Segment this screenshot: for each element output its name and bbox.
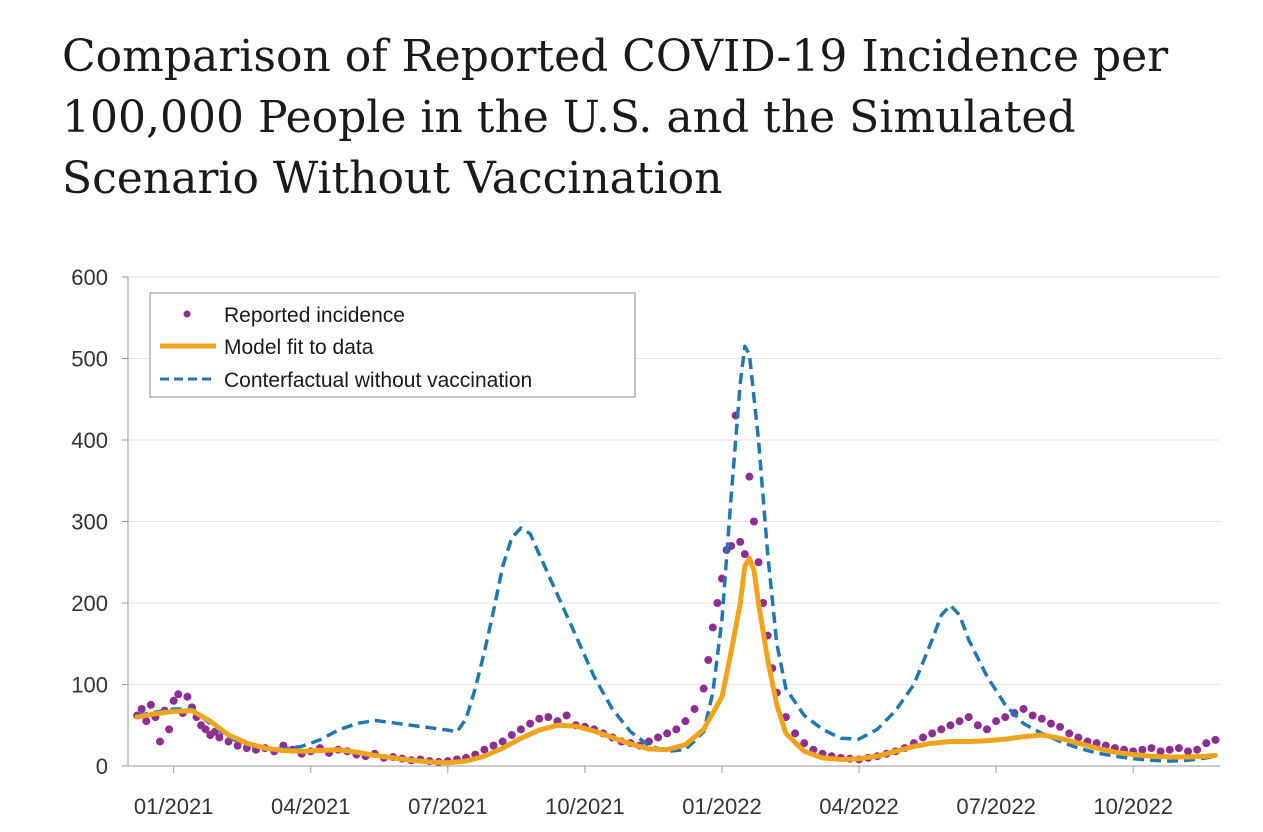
reported-data-point (146, 700, 155, 709)
legend-label-model: Model fit to data (224, 336, 374, 359)
x-tick-label: 10/2021 (545, 794, 625, 819)
legend-dot-icon (183, 310, 191, 318)
y-tick-label: 0 (96, 754, 108, 779)
y-axis: 0 100 200 300 400 500 600 (71, 265, 129, 779)
x-tick-label: 01/2021 (134, 794, 214, 819)
reported-data-point (663, 729, 672, 738)
y-tick-label: 500 (71, 347, 108, 372)
reported-data-point (498, 737, 507, 746)
legend-label-counterfactual: Conterfactual without vaccination (224, 369, 532, 392)
reported-data-point (1056, 722, 1065, 731)
model-series (134, 555, 1218, 766)
reported-data-point (1184, 747, 1193, 756)
reported-dots (133, 411, 1220, 766)
legend-box (149, 292, 636, 398)
reported-data-point (749, 517, 758, 526)
reported-data-point (137, 704, 146, 713)
reported-data-point (507, 731, 516, 740)
counterfactual-series (136, 344, 1216, 763)
reported-data-point (1156, 747, 1165, 756)
reported-data-point (544, 713, 553, 722)
y-tick-label: 300 (71, 510, 108, 535)
title-line-1: Comparison of Reported COVID-19 Incidenc… (62, 31, 1169, 82)
x-tick-label: 07/2022 (956, 794, 1036, 819)
reported-data-point (1165, 745, 1174, 754)
reported-data-point (928, 729, 937, 738)
reported-data-point (1046, 719, 1055, 728)
chart-title: Comparison of Reported COVID-19 Incidenc… (62, 26, 1242, 209)
reported-data-point (713, 599, 722, 607)
reported-data-point (526, 719, 535, 728)
reported-data-point (1074, 733, 1083, 742)
reported-data-point (690, 704, 699, 713)
reported-data-point (233, 741, 242, 750)
reported-data-point (1028, 711, 1037, 720)
reported-data-point (937, 725, 946, 734)
reported-data-point (1037, 714, 1046, 723)
reported-data-point (1211, 735, 1220, 744)
y-tick-label: 400 (71, 428, 108, 453)
reported-data-point (946, 721, 955, 730)
reported-data-point (1174, 744, 1183, 753)
reported-data-point (791, 729, 800, 738)
x-tick-label: 07/2021 (408, 794, 488, 819)
legend: Reported incidence Model fit to data Con… (149, 292, 636, 398)
title-line-3: Scenario Without Vaccination (62, 153, 723, 204)
reported-data-point (973, 721, 982, 730)
reported-data-point (201, 725, 210, 734)
reported-data-point (699, 684, 708, 693)
reported-data-point (681, 717, 690, 726)
reported-data-point (1138, 745, 1147, 754)
reported-data-point (489, 741, 498, 750)
reported-data-point (535, 714, 544, 723)
reported-data-point (736, 537, 745, 546)
y-tick-label: 100 (71, 673, 108, 698)
reported-data-point (1193, 745, 1202, 754)
reported-data-point (992, 717, 1001, 726)
reported-data-point (964, 713, 973, 722)
legend-label-reported: Reported incidence (224, 304, 405, 327)
reported-data-point (562, 711, 571, 720)
x-tick-label: 04/2022 (819, 794, 899, 819)
reported-data-point (740, 550, 749, 559)
x-axis: 01/2021 04/2021 07/2021 10/2021 01/2022 04/20… (128, 765, 1220, 819)
reported-data-point (745, 472, 754, 481)
reported-data-point (142, 717, 151, 726)
reported-data-point (654, 733, 663, 742)
x-tick-label: 04/2021 (271, 794, 351, 819)
reported-data-point (215, 733, 224, 742)
reported-data-point (155, 737, 164, 746)
reported-data-point (1202, 739, 1211, 748)
title-line-2: 100,000 People in the U.S. and the Simul… (62, 92, 1076, 143)
reported-data-point (165, 725, 174, 734)
reported-data-point (800, 739, 809, 748)
reported-data-point (672, 725, 681, 734)
reported-data-point (919, 733, 928, 742)
reported-data-point (704, 656, 713, 665)
reported-data-point (955, 717, 964, 726)
reported-data-point (1001, 713, 1010, 722)
reported-data-point (754, 558, 763, 567)
counterfactual-line (136, 344, 1216, 763)
y-tick-label: 200 (71, 591, 108, 616)
model-fit-line (134, 555, 1218, 766)
reported-data-point (183, 692, 192, 701)
reported-data-point (982, 725, 991, 734)
reported-data-point (1147, 744, 1156, 753)
x-tick-label: 10/2022 (1093, 794, 1173, 819)
y-tick-label: 600 (71, 265, 108, 290)
reported-data-point (516, 725, 525, 734)
reported-data-point (169, 696, 178, 705)
reported-data-point (1065, 729, 1074, 738)
x-tick-label: 01/2022 (682, 794, 762, 819)
reported-data-point (708, 623, 717, 632)
reported-data-point (174, 690, 183, 699)
reported-data-point (480, 745, 489, 754)
reported-data-point (1019, 704, 1028, 713)
